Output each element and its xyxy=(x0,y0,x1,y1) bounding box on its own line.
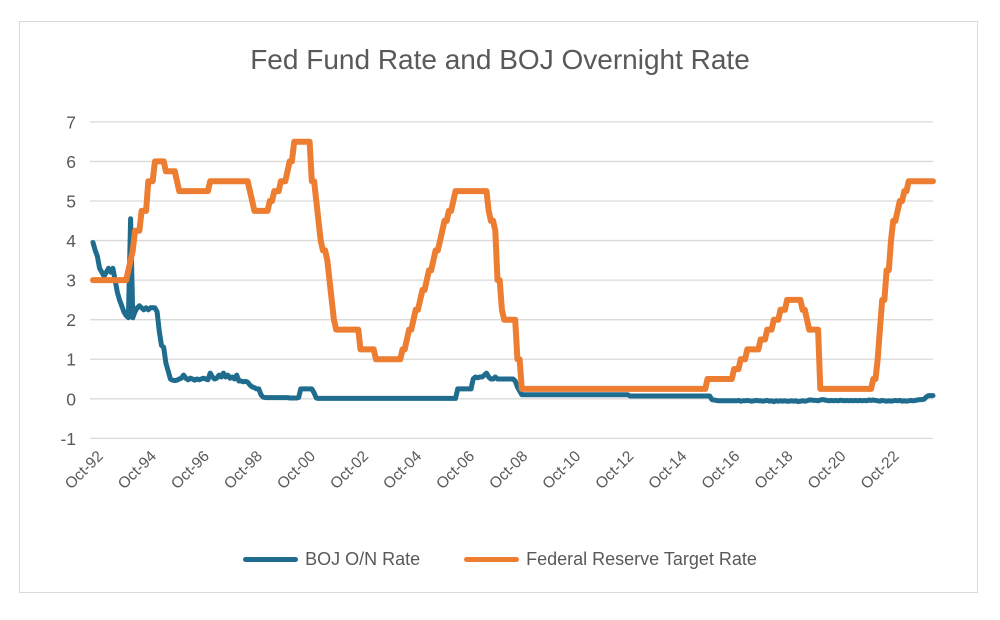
chart-border xyxy=(19,21,978,593)
boj-line-swatch xyxy=(243,557,299,562)
x-tick-label: Oct-92 xyxy=(62,448,107,493)
legend-item-boj: BOJ O/N Rate xyxy=(243,549,420,570)
chart-title: Fed Fund Rate and BOJ Overnight Rate xyxy=(250,44,750,75)
boj-rate-line xyxy=(90,216,936,405)
x-tick-label: Oct-10 xyxy=(539,448,584,493)
x-tick-label: Oct-14 xyxy=(645,448,690,493)
x-tick-label: Oct-16 xyxy=(699,448,744,493)
y-tick-label: 3 xyxy=(66,271,76,291)
x-tick-label: Oct-20 xyxy=(805,448,850,493)
x-tick-label: Oct-12 xyxy=(592,448,637,493)
x-tick-label: Oct-04 xyxy=(380,448,425,493)
x-tick-label: Oct-98 xyxy=(221,448,266,493)
y-tick-label: 6 xyxy=(66,152,76,172)
legend: BOJ O/N Rate Federal Reserve Target Rate xyxy=(0,549,1000,570)
legend-label-fed: Federal Reserve Target Rate xyxy=(526,549,757,569)
y-tick-label: 7 xyxy=(66,112,76,132)
x-tick-label: Oct-22 xyxy=(858,448,903,493)
fed-rate-line xyxy=(90,138,936,392)
y-tick-label: 1 xyxy=(66,350,76,370)
x-tick-label: Oct-94 xyxy=(115,448,160,493)
gridlines xyxy=(90,121,933,440)
y-tick-label: 2 xyxy=(66,310,76,330)
legend-label-boj: BOJ O/N Rate xyxy=(305,549,421,569)
y-tick-label: 0 xyxy=(66,389,76,409)
x-tick-label: Oct-02 xyxy=(327,448,372,493)
legend-item-fed: Federal Reserve Target Rate xyxy=(464,549,757,570)
y-axis-labels: 7 6 5 4 3 2 1 0 -1 xyxy=(60,112,76,448)
x-tick-label: Oct-00 xyxy=(274,448,319,493)
x-tick-label: Oct-96 xyxy=(168,448,213,493)
y-tick-label: 5 xyxy=(66,192,76,212)
x-axis-labels: Oct-92 Oct-94 Oct-96 Oct-98 Oct-00 Oct-02 Oct-… xyxy=(62,448,903,493)
y-tick-label: 4 xyxy=(66,231,76,251)
y-tick-label: -1 xyxy=(60,429,76,449)
x-tick-label: Oct-08 xyxy=(486,448,531,493)
x-tick-label: Oct-18 xyxy=(752,448,797,493)
x-tick-label: Oct-06 xyxy=(433,448,478,493)
fed-line-swatch xyxy=(464,557,520,562)
